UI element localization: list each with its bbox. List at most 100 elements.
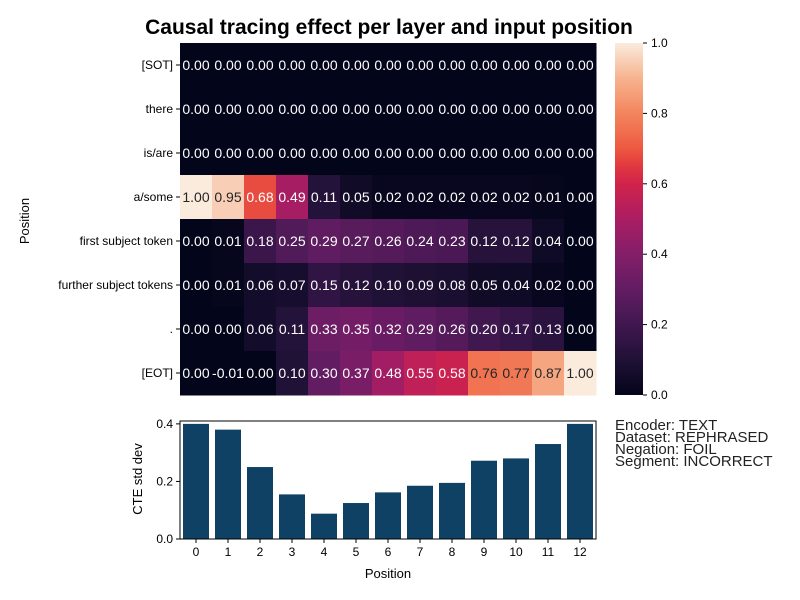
heatmap-cell — [340, 219, 373, 264]
heatmap-cell — [404, 263, 437, 308]
bar — [279, 494, 305, 539]
heatmap-cell — [212, 307, 245, 352]
bar-y-axis-label: CTE std dev — [130, 443, 145, 515]
heatmap-cell — [212, 351, 245, 396]
heatmap-cell — [212, 131, 245, 176]
heatmap-cell-label: 1.00 — [182, 189, 209, 205]
heatmap-cell — [212, 263, 245, 308]
heatmap-cell — [532, 307, 565, 352]
heatmap-cell-label: 0.00 — [182, 233, 209, 249]
heatmap-cell-label: 0.17 — [502, 321, 529, 337]
heatmap-cell — [276, 175, 309, 220]
heatmap-cell — [308, 87, 341, 132]
bar-x-tick-label: 12 — [573, 545, 587, 559]
heatmap-cell — [276, 43, 309, 88]
heatmap: 0.00 0.00 0.00 0.00 0.00 0.00 0.00 0.00 0.00 0.00… — [58, 43, 597, 396]
heatmap-cell — [468, 87, 501, 132]
heatmap-cell-label: 0.58 — [438, 365, 465, 381]
colorbar-tick-label: 0.0 — [651, 388, 668, 402]
heatmap-cell-label: 0.00 — [566, 57, 593, 73]
heatmap-cell-label: 0.29 — [310, 233, 337, 249]
heatmap-cell — [468, 351, 501, 396]
heatmap-cell-label: 0.00 — [566, 233, 593, 249]
heatmap-cell — [276, 263, 309, 308]
heatmap-cell — [180, 175, 213, 220]
heatmap-cell — [436, 219, 469, 264]
heatmap-cell-label: 0.26 — [374, 233, 401, 249]
heatmap-cell — [564, 175, 597, 220]
heatmap-cell-label: 0.08 — [438, 277, 465, 293]
heatmap-cell-label: 0.02 — [406, 189, 433, 205]
heatmap-cell-label: 0.00 — [342, 101, 369, 117]
heatmap-cell — [500, 263, 533, 308]
heatmap-cell-label: 0.00 — [374, 57, 401, 73]
colorbar: 0.0 0.2 0.4 0.6 0.8 1.0 — [615, 36, 668, 402]
heatmap-cell — [532, 175, 565, 220]
heatmap-cell-label: 0.00 — [502, 145, 529, 161]
heatmap-cell-label: 0.02 — [470, 189, 497, 205]
heatmap-cell-label: 0.00 — [182, 57, 209, 73]
heatmap-cell — [372, 307, 405, 352]
heatmap-cell — [212, 219, 245, 264]
heatmap-cell — [532, 263, 565, 308]
heatmap-cell-label: 0.00 — [406, 101, 433, 117]
heatmap-y-tick-label: a/some — [134, 190, 174, 204]
bar — [247, 467, 273, 539]
heatmap-cell — [564, 351, 597, 396]
bar-x-tick-label: 11 — [542, 545, 555, 559]
heatmap-cell — [500, 87, 533, 132]
heatmap-cell-label: 0.11 — [279, 321, 305, 337]
heatmap-cell — [404, 351, 437, 396]
heatmap-cell-label: 0.00 — [182, 365, 209, 381]
heatmap-y-tick-label: further subject tokens — [58, 278, 173, 292]
heatmap-cell — [564, 307, 597, 352]
heatmap-cell — [340, 351, 373, 396]
heatmap-y-tick-label: . — [170, 322, 173, 336]
heatmap-cell — [404, 219, 437, 264]
bar-chart: 0 1 2 3 4 5 6 7 8 9 10 11 120.00.20.4 — [156, 417, 597, 559]
heatmap-cell-label: 0.00 — [214, 101, 241, 117]
bar — [503, 458, 529, 539]
heatmap-cell-label: 0.00 — [182, 321, 209, 337]
heatmap-cell-label: -0.01 — [212, 365, 244, 381]
heatmap-cell-label: 0.29 — [406, 321, 433, 337]
heatmap-cell-label: 0.00 — [566, 321, 593, 337]
heatmap-cell-label: 0.00 — [470, 101, 497, 117]
heatmap-cell — [564, 43, 597, 88]
heatmap-cell-label: 0.30 — [310, 365, 337, 381]
heatmap-cell — [276, 351, 309, 396]
heatmap-cell-label: 1.00 — [566, 365, 593, 381]
heatmap-cell — [404, 131, 437, 176]
info-segment: Segment: INCORRECT — [615, 453, 773, 470]
heatmap-cell-label: 0.76 — [470, 365, 497, 381]
heatmap-cell-label: 0.00 — [470, 145, 497, 161]
heatmap-cell-label: 0.00 — [182, 145, 209, 161]
heatmap-cell — [340, 175, 373, 220]
heatmap-cell — [436, 263, 469, 308]
heatmap-cell-label: 0.06 — [246, 277, 273, 293]
heatmap-cell-label: 0.35 — [342, 321, 369, 337]
heatmap-cell — [372, 219, 405, 264]
bar — [311, 513, 337, 539]
heatmap-cell — [500, 43, 533, 88]
heatmap-cell — [180, 87, 213, 132]
heatmap-cell — [244, 87, 277, 132]
heatmap-cell-label: 0.15 — [310, 277, 337, 293]
heatmap-cell — [500, 131, 533, 176]
heatmap-cell — [500, 219, 533, 264]
bar-y-tick-label: 0.0 — [156, 532, 173, 546]
bar — [407, 485, 433, 539]
heatmap-cell-label: 0.00 — [278, 101, 305, 117]
heatmap-cell-label: 0.00 — [438, 101, 465, 117]
heatmap-cell — [500, 351, 533, 396]
heatmap-cell-label: 0.05 — [470, 277, 497, 293]
heatmap-cell — [340, 87, 373, 132]
heatmap-cell — [436, 175, 469, 220]
heatmap-cell-label: 0.12 — [502, 233, 529, 249]
bar-y-tick-label: 0.2 — [156, 474, 173, 488]
heatmap-cell — [372, 263, 405, 308]
heatmap-cell-label: 0.00 — [246, 365, 273, 381]
bar — [343, 503, 369, 539]
heatmap-cell-label: 0.09 — [406, 277, 433, 293]
heatmap-cell-label: 0.77 — [502, 365, 529, 381]
